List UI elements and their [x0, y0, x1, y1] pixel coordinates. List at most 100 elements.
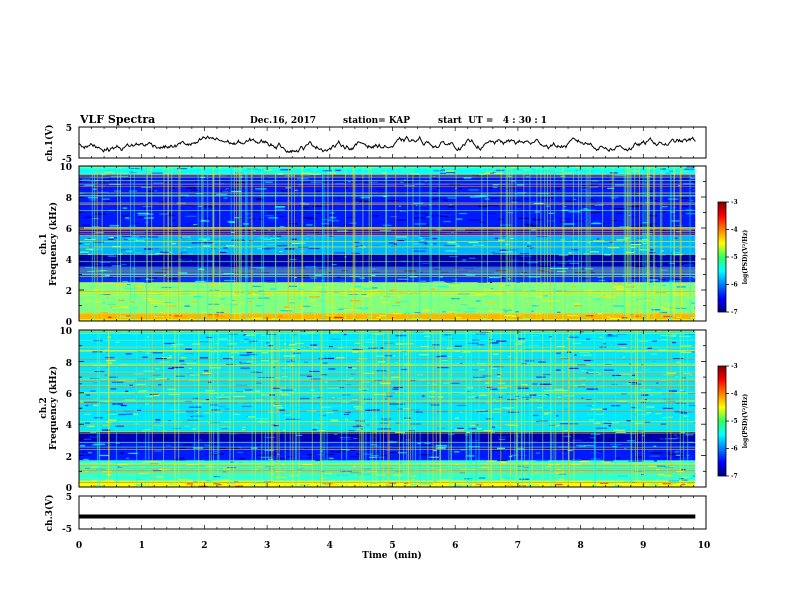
- spectrogram-cell: [230, 356, 234, 358]
- spectrogram-cell: [199, 357, 209, 359]
- spectrogram-cell: [99, 261, 111, 263]
- spectrogram-cell: [674, 434, 677, 436]
- spectrogram-cell: [196, 465, 204, 467]
- spectrogram-cell: [105, 479, 115, 481]
- spectrogram-cell: [401, 368, 407, 371]
- spectrogram-cell: [164, 437, 169, 439]
- spectrogram-burst: [174, 330, 176, 487]
- spectrogram-cell: [371, 287, 378, 289]
- spectrogram-cell: [691, 480, 699, 482]
- spectrogram-cell: [404, 417, 412, 419]
- spectrogram-cell: [656, 382, 659, 384]
- spectrogram-cell: [455, 317, 462, 319]
- spectrogram-cell: [586, 405, 595, 407]
- spectrogram-cell: [416, 204, 428, 206]
- spectrogram-cell: [467, 232, 473, 234]
- spectrogram-cell: [404, 353, 408, 355]
- spectrogram-cell: [80, 445, 86, 447]
- spectrogram-cell: [364, 409, 373, 411]
- spectrogram-cell: [507, 399, 518, 401]
- spectrogram-cell: [137, 212, 150, 215]
- spectrogram-burst: [568, 330, 570, 487]
- spectrogram-cell: [634, 409, 642, 411]
- spectrogram-cell: [575, 166, 580, 168]
- spectrogram-cell: [189, 211, 201, 213]
- spectrogram-cell: [171, 343, 184, 345]
- spectrogram-cell: [440, 479, 451, 481]
- spectrogram-cell: [198, 205, 203, 207]
- spectrogram-cell: [276, 311, 279, 313]
- spectrogram-cell: [510, 263, 513, 265]
- spectrogram-cell: [379, 473, 386, 475]
- spectrogram-cell: [588, 419, 595, 421]
- spectrogram-cell: [275, 247, 282, 249]
- spectrogram-cell: [388, 441, 399, 443]
- spectrogram-cell: [241, 426, 246, 428]
- spectrogram-cell: [601, 296, 607, 298]
- spectrogram-cell: [299, 374, 312, 376]
- spectrogram-cell: [664, 303, 676, 305]
- spectrogram-cell: [594, 204, 604, 207]
- spectrogram-cell: [629, 226, 641, 228]
- spectrogram-cell: [339, 262, 343, 264]
- spectrogram-cell: [440, 337, 446, 340]
- spectrogram-cell: [356, 308, 368, 310]
- spectrogram-burst: [580, 166, 582, 321]
- spectrogram-cell: [684, 341, 696, 344]
- spectrogram-cell: [392, 313, 402, 315]
- spectrogram-line: [79, 227, 696, 229]
- spectrogram-cell: [369, 409, 380, 411]
- spectrogram-cell: [255, 199, 264, 201]
- spectrogram-cell: [623, 397, 635, 399]
- spectrogram-cell: [404, 185, 416, 187]
- spectrogram-cell: [457, 427, 464, 430]
- spectrogram-cell: [263, 238, 272, 241]
- spectrogram-cell: [96, 404, 105, 406]
- spectrogram-cell: [564, 408, 569, 410]
- spectrogram-cell: [524, 223, 534, 225]
- spectrogram-cell: [413, 427, 416, 429]
- spectrogram-cell: [401, 209, 408, 211]
- spectrogram-cell: [329, 235, 334, 237]
- spectrogram-cell: [524, 295, 533, 297]
- spectrogram-cell: [265, 466, 274, 468]
- spectrogram-cell: [611, 197, 617, 200]
- spectrogram-cell: [265, 376, 275, 379]
- spectrogram-cell: [389, 451, 397, 453]
- spectrogram-cell: [506, 364, 509, 366]
- spectrogram-cell: [414, 223, 427, 225]
- spectrogram-cell: [523, 445, 532, 447]
- spectrogram-cell: [289, 302, 296, 304]
- spectrogram-cell: [681, 265, 684, 267]
- spectrogram-cell: [475, 294, 487, 296]
- spectrogram-line: [79, 202, 696, 204]
- spectrogram-cell: [545, 394, 549, 396]
- spectrogram-cell: [384, 295, 391, 297]
- spectrogram-cell: [676, 361, 681, 363]
- spectrogram-cell: [554, 188, 561, 190]
- spectrogram-cell: [109, 276, 113, 278]
- spectrogram-cell: [400, 433, 409, 435]
- spectrogram-cell: [375, 370, 388, 372]
- spectrogram-cell: [314, 426, 318, 428]
- spectrogram-burst: [332, 166, 334, 321]
- spectrogram-cell: [392, 388, 399, 390]
- spectrogram-cell: [257, 376, 268, 379]
- spectrogram-cell: [645, 406, 655, 408]
- spectrogram-cell: [288, 475, 299, 477]
- spectrogram-burst: [246, 166, 248, 321]
- spectrogram-cell: [422, 199, 431, 202]
- spectrogram-cell: [648, 190, 653, 192]
- spectrogram-cell: [490, 250, 495, 252]
- spectrogram-cell: [126, 238, 138, 240]
- spectrogram-cell: [531, 335, 538, 337]
- spectrogram-cell: [467, 196, 470, 199]
- spectrogram-cell: [387, 184, 397, 187]
- spectrogram-cell: [155, 378, 167, 380]
- spectrogram-burst: [659, 166, 661, 321]
- spectrogram-cell: [353, 241, 359, 243]
- spectrogram-cell: [207, 260, 214, 262]
- spectrogram-cell: [124, 179, 127, 181]
- spectrogram-cell: [469, 439, 480, 442]
